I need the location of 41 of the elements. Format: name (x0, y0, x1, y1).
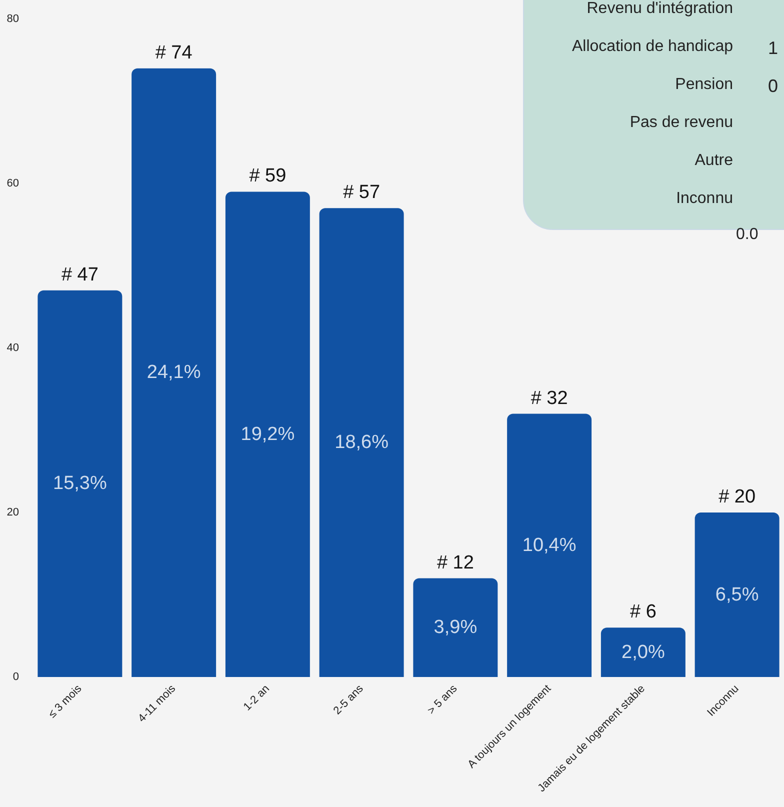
bar (225, 192, 310, 677)
annotation: 15,3% (53, 473, 107, 494)
annotation: 24,1% (146, 362, 201, 384)
x-tick-label: 1-2 an (241, 682, 272, 714)
y-tick-label: 20 (6, 506, 19, 518)
bar (132, 68, 216, 677)
annotation: 19,2% (240, 424, 295, 445)
category-label: Allocation de handicap (572, 38, 733, 56)
bar (694, 512, 780, 677)
annotation: 6,5% (715, 584, 759, 606)
bar (413, 578, 498, 677)
bar (507, 414, 592, 677)
category-label: Revenu d'intégration (586, 0, 733, 18)
data-label: # 47 (61, 264, 98, 286)
bar (319, 208, 404, 677)
annotation: 2,0% (622, 642, 665, 663)
annotation: 18,6% (334, 432, 389, 454)
category-label: Pas de revenu (630, 114, 733, 132)
annotation: 0 (768, 76, 778, 97)
data-label: # 74 (155, 42, 193, 64)
data-label: # 59 (249, 166, 286, 187)
annotation: 10,4% (522, 534, 576, 556)
x-tick-label: > 5 ans (425, 682, 460, 717)
x-tick-label: 2-5 ans (331, 682, 366, 718)
y-tick-label: 0 (12, 671, 19, 683)
data-label: # 32 (530, 388, 568, 409)
data-label: # 12 (436, 552, 474, 574)
y-tick-label: 40 (6, 342, 19, 354)
category-label: Inconnu (676, 190, 733, 208)
data-label: # 20 (718, 486, 756, 508)
annotation: 1 (768, 38, 778, 59)
bar (600, 628, 686, 677)
category-label: Pension (675, 76, 733, 94)
annotation: 3,9% (434, 617, 478, 638)
data-label: # 6 (630, 602, 656, 623)
data-label: # 57 (343, 182, 380, 204)
category-label: Autre (694, 152, 733, 170)
y-tick-label: 60 (6, 178, 19, 190)
annotation: 0.0 (736, 226, 758, 244)
y-tick-label: 80 (6, 13, 19, 25)
bar (38, 290, 122, 677)
